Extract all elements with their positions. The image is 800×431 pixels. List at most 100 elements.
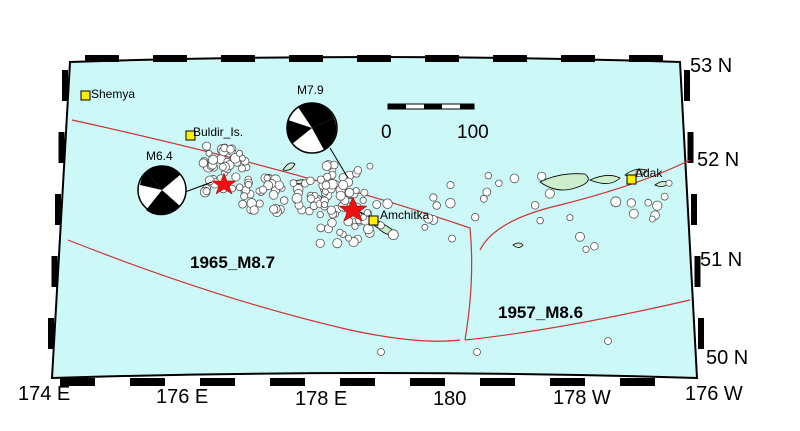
frame-tick <box>691 194 697 225</box>
frame-tick <box>200 378 235 386</box>
earthquake-circle <box>208 154 219 165</box>
earthquake-circle <box>344 187 355 198</box>
earthquake-circle <box>316 211 324 219</box>
map-frame <box>48 55 704 386</box>
earthquake-circle <box>484 171 492 180</box>
earthquake-circle <box>628 208 639 219</box>
earthquake-circle <box>327 218 337 228</box>
rupture-zone-1965-outline <box>71 119 473 341</box>
station-marker-adak <box>626 174 637 185</box>
station-marker-amchitka <box>368 215 379 226</box>
earthquake-circle <box>575 231 585 242</box>
earthquake-circle <box>321 181 331 190</box>
earthquake-circle <box>240 192 249 201</box>
earthquake-circle <box>495 179 503 187</box>
earthquake-circle <box>482 187 492 197</box>
earthquake-circle <box>566 214 574 222</box>
frame-tick <box>694 256 701 287</box>
earthquake-circle <box>359 196 367 204</box>
epicenter-star-1965 <box>338 196 368 222</box>
rupture-label-1965: 1965_M8.7 <box>190 253 275 272</box>
earthquake-circle <box>289 179 298 187</box>
earthquake-circle <box>537 171 547 181</box>
earthquake-circle <box>305 206 314 216</box>
earthquake-circle <box>280 196 289 205</box>
earthquake-circle <box>218 163 227 171</box>
earthquake-circle <box>274 180 285 191</box>
earthquake-circle <box>345 234 352 242</box>
earthquake-circle <box>652 200 663 211</box>
earthquake-circle <box>604 337 612 345</box>
place-label-shemya: Shemya <box>91 87 135 101</box>
scale-start-label: 0 <box>381 122 392 143</box>
frame-tick <box>493 55 527 62</box>
frame-tick <box>340 378 375 386</box>
earthquake-circle <box>202 141 212 151</box>
earthquake-circle <box>530 201 540 210</box>
earthquake-circle <box>316 175 325 184</box>
earthquake-circle <box>665 179 673 187</box>
place-label-buldir: Buldir_Is. <box>193 125 243 139</box>
earthquake-circle <box>269 204 279 214</box>
earthquake-circle <box>235 149 243 157</box>
frame-tick <box>221 55 255 62</box>
lat-label-51n: 51 N <box>700 249 742 271</box>
focal-mechanism-m6-4 <box>137 165 187 216</box>
frame-tick <box>270 378 305 386</box>
lat-label-50n: 50 N <box>706 347 748 369</box>
earthquake-circle <box>353 166 363 175</box>
scale-bar <box>387 103 475 110</box>
earthquake-circle <box>306 176 315 185</box>
earthquake-circle <box>387 229 399 241</box>
earthquake-circle <box>432 201 441 210</box>
frame-tick <box>60 378 95 386</box>
earthquake-circle <box>205 175 215 186</box>
mechanism-label-m7-9: M7.9 <box>297 83 324 97</box>
earthquake-circle <box>321 201 329 209</box>
lon-label-178e: 178 E <box>295 388 347 410</box>
earthquake-circle <box>263 174 271 182</box>
rupture-zone-south-boundary <box>67 239 461 342</box>
frame-tick <box>153 55 187 62</box>
earthquake-circle <box>255 199 264 208</box>
frame-tick <box>629 55 663 62</box>
lat-label-53n: 53 N <box>690 55 732 77</box>
lon-label-178w: 178 W <box>553 387 611 409</box>
earthquake-circle <box>421 223 429 231</box>
rupture-zone-1957-outline <box>464 159 691 341</box>
earthquake-circle <box>268 190 279 200</box>
frame-tick <box>698 318 704 349</box>
earthquake-circle <box>326 205 336 215</box>
station-marker-buldir <box>185 130 196 141</box>
place-label-adak: Adak <box>635 166 663 180</box>
earthquake-circle <box>321 161 332 171</box>
frame-tick <box>561 55 595 62</box>
frame-tick <box>48 318 54 349</box>
earthquake-circle <box>238 199 247 209</box>
frame-tick <box>687 132 694 163</box>
lat-label-52n: 52 N <box>697 149 739 171</box>
earthquake-circle <box>445 197 456 209</box>
frame-tick <box>55 194 61 225</box>
earthquake-circle <box>423 213 434 224</box>
earthquake-circle <box>336 228 344 236</box>
earthquake-circle <box>610 196 622 208</box>
frame-tick <box>357 55 391 62</box>
earthquake-circle <box>258 185 267 194</box>
frame-tick <box>425 55 459 62</box>
earthquake-circle <box>315 238 325 248</box>
earthquake-circle <box>448 234 457 243</box>
earthquake-circle <box>335 190 346 201</box>
earthquake-circles <box>198 141 673 356</box>
earthquake-circle <box>479 194 488 203</box>
frame-tick <box>51 256 58 287</box>
station-marker-shemya <box>80 90 91 101</box>
earthquake-circle <box>509 173 520 184</box>
earthquake-circle <box>198 158 208 168</box>
earthquake-circle <box>351 222 359 230</box>
earthquake-circle <box>648 215 656 223</box>
earthquake-circle <box>291 192 303 204</box>
frame-tick <box>620 378 655 386</box>
earthquake-circle <box>244 180 253 189</box>
earthquake-circle <box>536 216 544 225</box>
